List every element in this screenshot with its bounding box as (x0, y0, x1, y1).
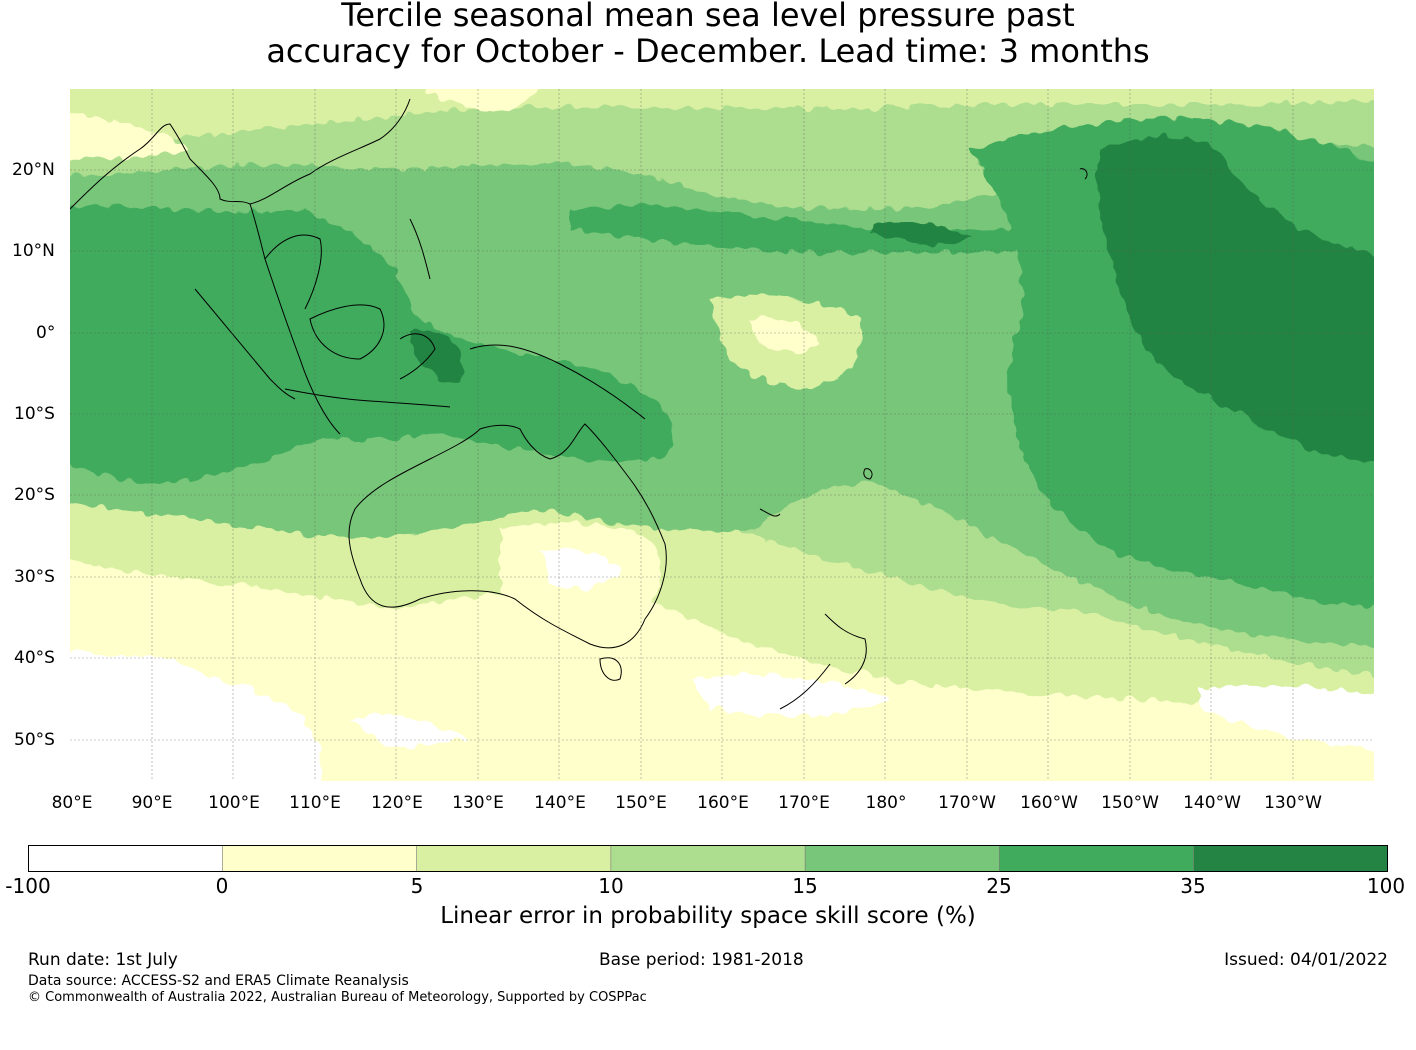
run-date: Run date: 1st July (28, 950, 178, 970)
new-caledonia-coastline (759, 508, 781, 517)
map-title-line-1: Tercile seasonal mean sea level pressure… (341, 0, 1075, 34)
colorbar-tick-15: 15 (792, 874, 818, 898)
tasmania-coastline (599, 657, 622, 681)
lat-label-10n: 10°N (12, 241, 55, 261)
lat-label-40s: 40°S (14, 648, 55, 668)
lon-label-140w: 140°W (1183, 793, 1241, 813)
lon-label-170e: 170°E (778, 793, 830, 813)
lon-label-110e: 110°E (289, 793, 341, 813)
copyright: © Commonwealth of Australia 2022, Austra… (28, 990, 647, 1005)
data-source: Data source: ACCESS-S2 and ERA5 Climate … (28, 973, 409, 989)
lon-label-140e: 140°E (534, 793, 586, 813)
new-guinea-coastline (469, 344, 646, 420)
sulawesi-coastline (399, 333, 436, 380)
lat-label-0: 0° (36, 323, 56, 343)
asia-coastline (70, 123, 341, 435)
java-coastline (284, 388, 451, 408)
colorbar (28, 845, 1388, 872)
china-coastline (249, 98, 411, 205)
colorbar-tick-10: 10 (598, 874, 624, 898)
fiji-coastline (863, 468, 873, 480)
lon-label-80e: 80°E (51, 793, 93, 813)
lon-label-130w: 130°W (1264, 793, 1322, 813)
colorbar-tick-0: 0 (215, 874, 229, 898)
lon-label-90e: 90°E (131, 793, 173, 813)
gridlines (70, 89, 1374, 781)
issued-date: Issued: 04/01/2022 (1224, 950, 1388, 970)
colorbar-segment-2 (416, 845, 612, 872)
hawaii-coastline (1079, 168, 1088, 180)
lon-label-130e: 130°E (452, 793, 504, 813)
philippines-coastline (409, 218, 431, 280)
colorbar-segment-3 (610, 845, 806, 872)
lat-label-10s: 10°S (14, 404, 55, 424)
lat-label-20s: 20°S (14, 485, 55, 505)
colorbar-tick-25: 25 (986, 874, 1012, 898)
lon-label-100e: 100°E (208, 793, 260, 813)
lat-label-30s: 30°S (14, 567, 55, 587)
australia-coastline (348, 423, 667, 649)
coastlines (70, 98, 1088, 710)
lon-label-150e: 150°E (615, 793, 667, 813)
map-title-line-2: accuracy for October - December. Lead ti… (266, 32, 1150, 70)
new-zealand-north-coastline (824, 613, 867, 685)
colorbar-tick-100: 100 (1366, 874, 1406, 898)
lon-label-180: 180° (865, 793, 907, 813)
colorbar-tick-35: 35 (1180, 874, 1206, 898)
colorbar-segment-6 (1193, 845, 1388, 872)
lon-label-150w: 150°W (1101, 793, 1159, 813)
colorbar-tick-minus-100: -100 (5, 874, 51, 898)
colorbar-segment-5 (999, 845, 1195, 872)
lon-label-160e: 160°E (697, 793, 749, 813)
colorbar-tick-5: 5 (410, 874, 424, 898)
skill-score-map (70, 89, 1374, 781)
lon-label-120e: 120°E (371, 793, 423, 813)
colorbar-segment-0 (28, 845, 224, 872)
lat-label-50s: 50°S (14, 730, 55, 750)
indochina-coastline (264, 234, 322, 310)
lat-label-20n: 20°N (12, 160, 55, 180)
lon-label-170w: 170°W (938, 793, 996, 813)
new-zealand-south-coastline (779, 663, 831, 710)
sumatra-coastline (194, 288, 296, 400)
colorbar-segment-1 (221, 845, 418, 872)
colorbar-segment-4 (804, 845, 1001, 872)
base-period: Base period: 1981-2018 (599, 950, 804, 970)
borneo-coastline (309, 304, 385, 360)
colorbar-label: Linear error in probability space skill … (440, 903, 976, 929)
lon-label-160w: 160°W (1020, 793, 1078, 813)
